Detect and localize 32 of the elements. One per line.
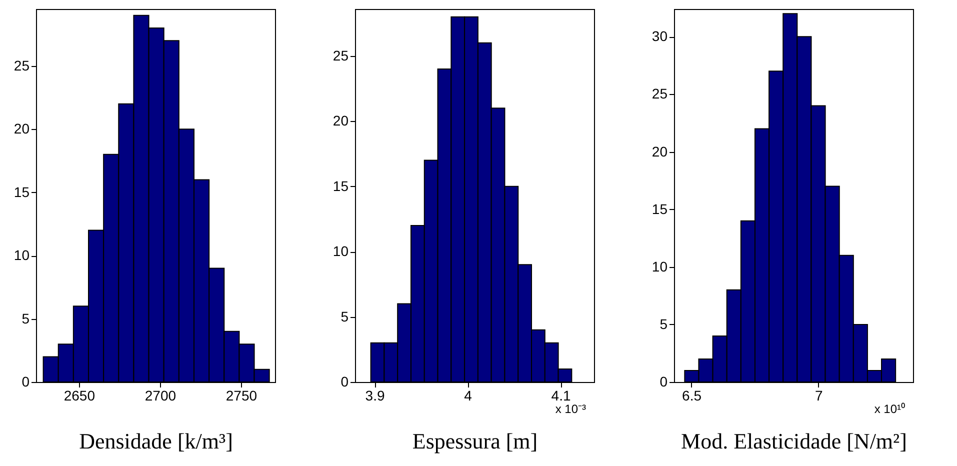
x-tick-label: 3.9 bbox=[365, 388, 385, 404]
y-tick-label: 10 bbox=[652, 258, 668, 274]
y-tick-label: 20 bbox=[332, 112, 349, 129]
x-tick-label: 2700 bbox=[144, 388, 176, 404]
x-axis-title: Mod. Elasticidade [N/m²] bbox=[681, 428, 907, 454]
y-tick-label: 5 bbox=[660, 316, 668, 332]
text: x 10¹⁰ bbox=[874, 402, 905, 416]
x-tick-label: 2750 bbox=[226, 388, 258, 404]
x-axis-title: Densidade [k/m³] bbox=[79, 428, 233, 454]
y-tick-label: 0 bbox=[660, 374, 668, 390]
y-tick-label: 10 bbox=[14, 247, 30, 264]
y-tick-label: 5 bbox=[340, 308, 349, 324]
y-tick-label: 25 bbox=[332, 47, 349, 64]
x-axis-title: Espessura [m] bbox=[412, 428, 538, 454]
x-tick-label: 6.5 bbox=[682, 388, 702, 404]
y-tick-label: 10 bbox=[332, 243, 349, 260]
x-tick-label: 4 bbox=[464, 388, 472, 404]
y-tick-label: 25 bbox=[14, 57, 30, 74]
y-tick-label: 15 bbox=[14, 184, 30, 200]
y-tick-label: 15 bbox=[652, 200, 668, 217]
text: x 10⁻³ bbox=[555, 402, 586, 416]
y-tick-label: 15 bbox=[332, 178, 349, 194]
x-tick-label: 4.1 bbox=[551, 388, 571, 404]
x-tick-label: 7 bbox=[815, 388, 824, 404]
y-tick-label: 0 bbox=[340, 374, 349, 390]
y-tick-label: 20 bbox=[652, 143, 668, 160]
y-tick-label: 20 bbox=[14, 120, 30, 137]
y-tick-label: 5 bbox=[22, 310, 30, 326]
y-tick-label: 25 bbox=[652, 86, 668, 102]
y-tick-label: 0 bbox=[22, 374, 30, 390]
y-tick-label: 30 bbox=[652, 28, 668, 44]
x-tick-label: 2650 bbox=[64, 388, 96, 404]
